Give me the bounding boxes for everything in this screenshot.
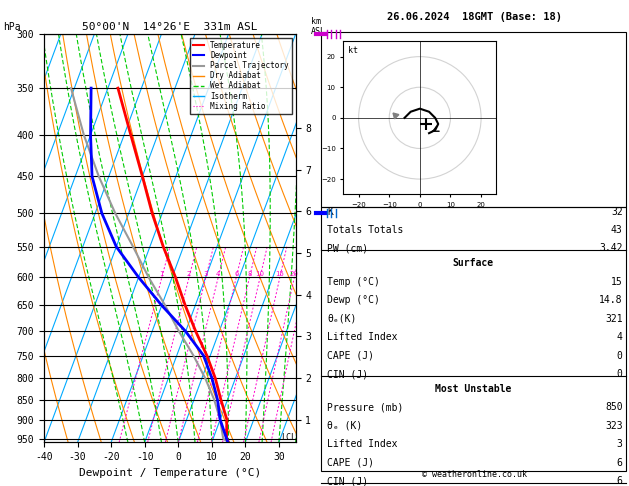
Text: Surface: Surface: [453, 258, 494, 268]
Text: 32: 32: [611, 207, 623, 217]
Text: 15: 15: [276, 271, 284, 278]
Text: PW (cm): PW (cm): [327, 243, 368, 254]
Text: θₑ(K): θₑ(K): [327, 313, 357, 324]
Text: 20: 20: [290, 271, 299, 278]
Text: CIN (J): CIN (J): [327, 369, 368, 379]
Text: 10: 10: [255, 271, 265, 278]
Text: 26.06.2024  18GMT (Base: 18): 26.06.2024 18GMT (Base: 18): [387, 12, 562, 22]
Text: 14.8: 14.8: [599, 295, 623, 305]
Text: 323: 323: [605, 421, 623, 431]
Text: 321: 321: [605, 313, 623, 324]
Text: Temp (°C): Temp (°C): [327, 277, 380, 287]
Text: 0: 0: [617, 369, 623, 379]
Text: km
ASL: km ASL: [311, 17, 326, 35]
Text: 850: 850: [605, 402, 623, 412]
Legend: Temperature, Dewpoint, Parcel Trajectory, Dry Adiabat, Wet Adiabat, Isotherm, Mi: Temperature, Dewpoint, Parcel Trajectory…: [189, 38, 292, 114]
Text: CIN (J): CIN (J): [327, 476, 368, 486]
Text: 3.42: 3.42: [599, 243, 623, 254]
Text: θₑ (K): θₑ (K): [327, 421, 362, 431]
Text: 4: 4: [216, 271, 220, 278]
Text: 15: 15: [611, 277, 623, 287]
Text: kt: kt: [348, 46, 358, 55]
Text: 4: 4: [617, 332, 623, 342]
X-axis label: Dewpoint / Temperature (°C): Dewpoint / Temperature (°C): [79, 468, 261, 478]
Title: 50°00'N  14°26'E  331m ASL: 50°00'N 14°26'E 331m ASL: [82, 22, 258, 32]
Text: © weatheronline.co.uk: © weatheronline.co.uk: [423, 469, 527, 479]
Text: Lifted Index: Lifted Index: [327, 439, 398, 449]
Text: Totals Totals: Totals Totals: [327, 225, 403, 235]
Text: hPa: hPa: [3, 22, 21, 32]
Text: Pressure (mb): Pressure (mb): [327, 402, 403, 412]
Text: 8: 8: [247, 271, 252, 278]
Text: K: K: [327, 207, 333, 217]
Text: 0: 0: [617, 350, 623, 361]
Text: CAPE (J): CAPE (J): [327, 458, 374, 468]
Text: Dewp (°C): Dewp (°C): [327, 295, 380, 305]
Text: 43: 43: [611, 225, 623, 235]
Text: CAPE (J): CAPE (J): [327, 350, 374, 361]
Text: 1: 1: [160, 271, 164, 278]
Text: 2: 2: [187, 271, 191, 278]
Text: Lifted Index: Lifted Index: [327, 332, 398, 342]
Text: 6: 6: [617, 458, 623, 468]
Text: Most Unstable: Most Unstable: [435, 384, 511, 394]
Text: 6: 6: [234, 271, 238, 278]
Text: 3: 3: [617, 439, 623, 449]
Text: 6: 6: [617, 476, 623, 486]
Text: 3: 3: [204, 271, 208, 278]
Text: LCL: LCL: [281, 433, 296, 442]
